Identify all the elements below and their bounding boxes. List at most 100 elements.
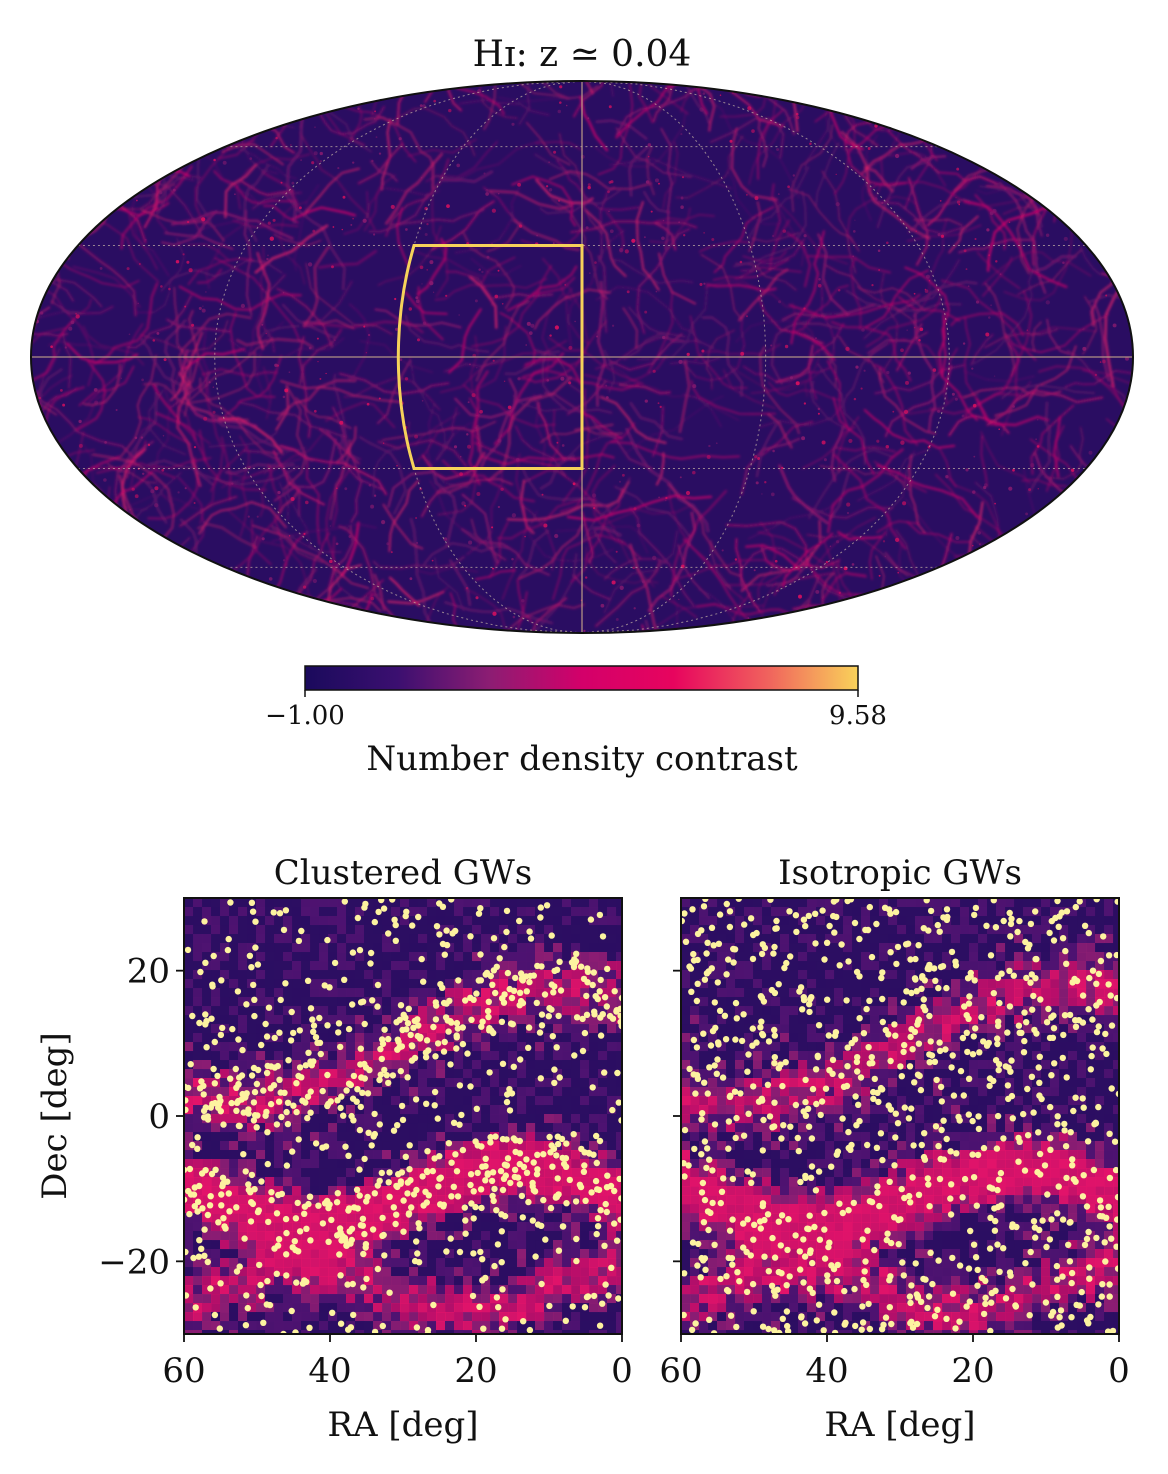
gw-marker: [204, 1211, 212, 1219]
gw-marker: [211, 1080, 218, 1087]
gw-marker: [934, 921, 941, 929]
gw-marker: [943, 1315, 950, 1323]
gw-marker: [795, 1147, 802, 1155]
gw-marker: [702, 1266, 709, 1274]
gw-marker: [986, 1245, 994, 1252]
gw-marker: [704, 939, 711, 946]
gw-marker: [1098, 1293, 1106, 1300]
gw-marker: [325, 1238, 332, 1246]
gw-marker: [385, 1035, 392, 1043]
gw-marker: [936, 1039, 943, 1046]
gw-marker: [604, 965, 611, 973]
gw-marker: [445, 1028, 452, 1035]
gw-marker: [386, 1193, 393, 1201]
gw-marker: [995, 1176, 1003, 1183]
gw-marker: [196, 1085, 204, 1092]
gw-marker: [245, 1186, 252, 1194]
gw-marker: [963, 1303, 970, 1310]
gw-marker: [1059, 935, 1067, 942]
gw-marker: [805, 1123, 813, 1130]
gw-marker: [956, 1117, 963, 1124]
gw-marker: [892, 1032, 899, 1039]
gw-marker: [1080, 1172, 1087, 1179]
gw-marker: [359, 1215, 367, 1223]
gw-marker: [602, 1281, 609, 1288]
gw-marker: [441, 951, 448, 958]
gw-marker: [577, 963, 585, 970]
gw-marker: [848, 1039, 855, 1047]
gw-marker: [826, 922, 833, 930]
gw-marker: [448, 1019, 455, 1026]
gw-marker: [1047, 1146, 1054, 1154]
gw-marker: [1087, 1066, 1095, 1073]
gw-marker: [833, 898, 840, 903]
gw-marker: [886, 1277, 893, 1284]
gw-marker: [376, 1121, 383, 1128]
gw-marker: [822, 1085, 830, 1092]
gw-marker: [825, 1032, 832, 1039]
gw-marker: [913, 988, 920, 995]
gw-marker: [743, 1248, 750, 1256]
gw-marker: [681, 1126, 689, 1134]
gw-marker: [729, 1261, 736, 1268]
gw-marker: [227, 899, 234, 906]
gw-marker: [506, 1107, 514, 1114]
gw-marker: [1114, 1193, 1119, 1201]
gw-marker: [1007, 933, 1014, 940]
gw-marker: [1099, 1045, 1106, 1052]
gw-marker: [391, 916, 398, 923]
gw-marker: [992, 924, 1000, 931]
gw-marker: [758, 950, 766, 958]
gw-marker: [588, 1189, 595, 1196]
gw-marker: [545, 1013, 552, 1020]
gw-marker: [282, 907, 290, 914]
gw-marker: [870, 1088, 877, 1096]
gw-marker: [274, 1242, 282, 1249]
gw-marker: [357, 1045, 364, 1052]
gw-marker: [573, 1235, 580, 1243]
gw-marker: [716, 911, 724, 918]
gw-marker: [381, 1026, 388, 1033]
gw-marker: [380, 905, 388, 912]
gw-marker: [498, 1228, 505, 1235]
gw-marker: [1111, 1138, 1119, 1145]
gw-marker: [741, 921, 748, 928]
gw-marker: [988, 1299, 995, 1306]
gw-marker: [698, 1151, 705, 1158]
gw-marker: [601, 1069, 608, 1076]
gw-marker: [800, 916, 808, 923]
gw-marker: [918, 985, 925, 992]
gw-marker: [1089, 1016, 1096, 1023]
gw-marker: [926, 1051, 933, 1058]
gw-marker: [485, 1013, 492, 1021]
gw-marker: [615, 1295, 622, 1302]
gw-marker: [909, 1046, 916, 1053]
gw-marker: [708, 924, 716, 931]
gw-marker: [710, 942, 717, 949]
gw-marker: [692, 1090, 699, 1097]
gw-marker: [292, 1329, 299, 1334]
gw-marker: [797, 984, 805, 991]
gw-marker: [1020, 1049, 1028, 1056]
gw-marker: [386, 1289, 393, 1296]
gw-marker: [971, 911, 978, 919]
gw-marker: [326, 984, 333, 991]
gw-marker: [1031, 1026, 1038, 1034]
gw-marker: [1006, 967, 1013, 975]
gw-marker: [242, 1093, 249, 1100]
gw-marker: [563, 1200, 570, 1207]
gw-marker: [604, 1172, 611, 1179]
gw-marker: [819, 907, 826, 914]
gw-marker: [807, 996, 814, 1003]
gw-marker: [459, 1024, 466, 1031]
gw-marker: [970, 1241, 978, 1248]
gw-marker: [864, 1141, 871, 1149]
gw-marker: [379, 1322, 386, 1330]
gw-marker: [379, 1214, 386, 1222]
gw-marker: [806, 1008, 813, 1016]
gw-marker: [549, 1163, 556, 1170]
gw-marker: [202, 1167, 209, 1174]
gw-marker: [801, 1320, 809, 1327]
gw-marker: [714, 1056, 721, 1063]
gw-marker: [725, 956, 732, 963]
